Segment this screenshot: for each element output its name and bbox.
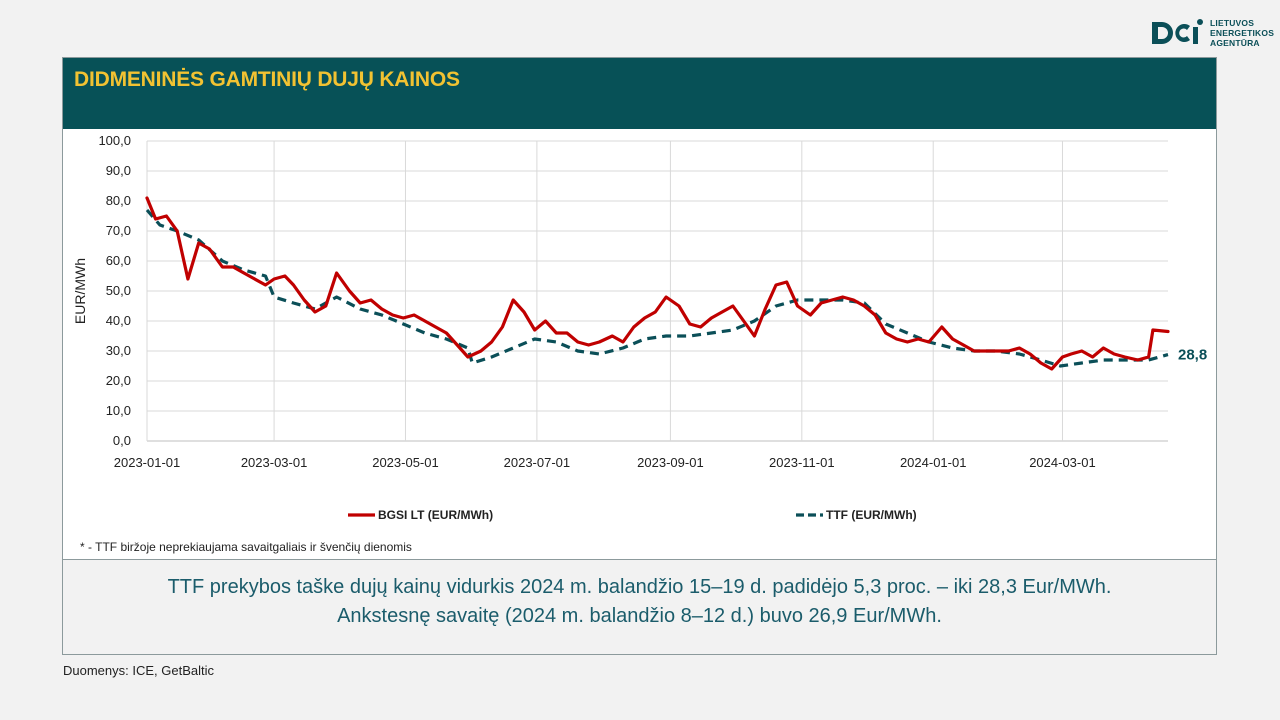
- y-axis-label: EUR/MWh: [72, 258, 88, 324]
- page-title: DIDMENINĖS GAMTINIŲ DUJŲ KAINOS: [74, 68, 460, 91]
- series-line-ttf: [145, 208, 1169, 368]
- y-tick-label: 30,0: [106, 343, 131, 358]
- logo-icon: [1152, 19, 1203, 44]
- y-tick-label: 20,0: [106, 373, 131, 388]
- y-tick-label: 70,0: [106, 223, 131, 238]
- y-tick-label: 60,0: [106, 253, 131, 268]
- x-tick-label: 2023-03-01: [241, 455, 308, 470]
- x-tick-label: 2023-05-01: [372, 455, 439, 470]
- legend-label: BGSI LT (EUR/MWh): [378, 508, 493, 522]
- chart-area: 0,0 10,0 20,0 30,0 40,0 50,0 60,0 70,0 80,0 90,0 1…: [63, 129, 1216, 560]
- logo-line: ENERGETIKOS: [1210, 28, 1275, 38]
- main-panel: DIDMENINĖS GAMTINIŲ DUJŲ KAINOS 0,0 10,0 2…: [62, 57, 1217, 655]
- summary-line-1: TTF prekybos taške dujų kainų vidurkis 2…: [167, 576, 1112, 598]
- summary: TTF prekybos taške dujų kainų vidurkis 2…: [63, 573, 1216, 631]
- summary-line-2: Ankstesnę savaitę (2024 m. balandžio 8–1…: [337, 605, 942, 627]
- end-value-label: 28,8: [1178, 347, 1207, 364]
- y-tick-label: 10,0: [106, 403, 131, 418]
- x-tick-label: 2023-01-01: [114, 455, 181, 470]
- x-tick-label: 2023-09-01: [637, 455, 704, 470]
- y-tick-label: 80,0: [106, 193, 131, 208]
- x-tick-label: 2023-11-01: [769, 455, 835, 470]
- x-tick-label: 2023-07-01: [504, 455, 571, 470]
- title-bar: DIDMENINĖS GAMTINIŲ DUJŲ KAINOS: [63, 58, 1216, 129]
- y-tick-label: 0,0: [113, 433, 131, 448]
- y-tick-label: 100,0: [98, 133, 131, 148]
- logo-line: AGENTŪRA: [1210, 38, 1260, 48]
- logo-text: LIETUVOS ENERGETIKOS AGENTŪRA: [1210, 18, 1274, 48]
- logo-line: LIETUVOS: [1210, 18, 1255, 28]
- footnote: * - TTF biržoje neprekiaujama savaitgali…: [80, 540, 412, 554]
- y-tick-label: 90,0: [106, 163, 131, 178]
- x-tick-label: 2024-03-01: [1029, 455, 1096, 470]
- data-source: Duomenys: ICE, GetBaltic: [63, 663, 214, 678]
- price-chart: 0,0 10,0 20,0 30,0 40,0 50,0 60,0 70,0 80,0 90,0 1…: [72, 133, 1207, 522]
- legend-label: TTF (EUR/MWh): [826, 508, 917, 522]
- y-tick-label: 40,0: [106, 313, 131, 328]
- x-tick-label: 2024-01-01: [900, 455, 967, 470]
- logo: LIETUVOS ENERGETIKOS AGENTŪRA: [1150, 18, 1275, 54]
- series-line-bgsi: [145, 196, 1170, 371]
- y-tick-label: 50,0: [106, 283, 131, 298]
